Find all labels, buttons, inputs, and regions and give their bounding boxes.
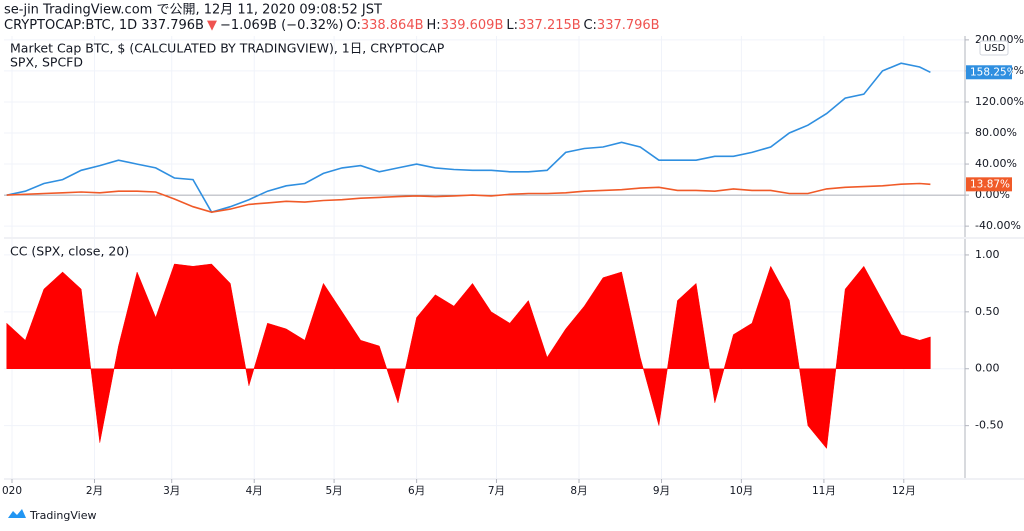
header-part: 337.796B	[597, 18, 660, 33]
pane: 200.00%160.00%120.00%80.00%40.00%0.00%-4…	[4, 33, 1024, 239]
y-tick-label: 40.00%	[975, 157, 1017, 170]
header-part: L:	[506, 18, 518, 33]
x-tick-label: 7月	[488, 485, 505, 497]
tradingview-logo	[8, 509, 26, 518]
pane: 1.00 0.50 0.00 -0.50 CC (SPX, close, 20) 020 2…	[2, 239, 1024, 497]
x-tick-label: 3月	[163, 485, 180, 497]
x-tick-label: 4月	[246, 485, 263, 497]
series-area	[6, 263, 931, 450]
x-tick-label: 6月	[408, 485, 425, 497]
pane-title: Market Cap BTC, $ (CALCULATED BY TRADING…	[10, 41, 445, 56]
header-part: H:	[427, 18, 441, 33]
header-part: O:	[346, 18, 360, 33]
x-tick-label: 020	[2, 485, 22, 497]
series-line	[6, 182, 931, 214]
header-part: CRYPTOCAP:BTC, 1D 337.796B	[4, 18, 204, 33]
series-line	[6, 62, 931, 214]
header-part: 339.609B	[441, 18, 504, 33]
pane-subtitle: SPX, SPCFD	[10, 55, 83, 70]
y-tick-label: 0.00%	[975, 188, 1010, 201]
x-tick-label: 8月	[570, 485, 587, 497]
logo-icon	[8, 509, 26, 518]
currency-box	[979, 40, 1009, 56]
last-value-label: 13.87%	[970, 178, 1010, 190]
x-tick-label: 10月	[729, 485, 753, 497]
x-tick-label: 12月	[892, 485, 916, 497]
y-tick-label: -0.50	[975, 419, 1003, 432]
x-tick-label: 5月	[326, 485, 343, 497]
y-tick-label: 80.00%	[975, 126, 1017, 139]
y-tick-label: 0.50	[975, 305, 1000, 318]
header-part: −1.069B (−0.32%)	[220, 18, 344, 33]
panes: 200.00%160.00%120.00%80.00%40.00%0.00%-4…	[2, 33, 1024, 497]
last-value-box	[966, 177, 1012, 192]
pane-title: CC (SPX, close, 20)	[10, 244, 129, 259]
header-part: C:	[583, 18, 596, 33]
x-tick-label: 2月	[86, 485, 103, 497]
x-tick-label: 11月	[812, 485, 836, 497]
last-value-box	[966, 65, 1012, 80]
last-value-label: 158.25%	[970, 66, 1017, 78]
currency-label: USD	[984, 43, 1006, 54]
header-line2: CRYPTOCAP:BTC, 1D 337.796B ▼ −1.069B (−0.3…	[4, 18, 660, 33]
y-tick-label: 1.00	[975, 248, 1000, 261]
brand: TradingView	[29, 509, 96, 522]
header-part: 337.215B	[518, 18, 580, 33]
header-line1: se-jin TradingView.com で公開, 12月 11, 2020…	[4, 3, 382, 18]
x-tick-label: 9月	[653, 485, 670, 497]
header-part: 338.864B	[361, 18, 424, 33]
y-tick-label: 0.00	[975, 362, 1000, 375]
header-part: ▼	[207, 18, 217, 33]
y-tick-label: 120.00%	[975, 95, 1024, 108]
y-tick-label: -40.00%	[975, 219, 1021, 232]
